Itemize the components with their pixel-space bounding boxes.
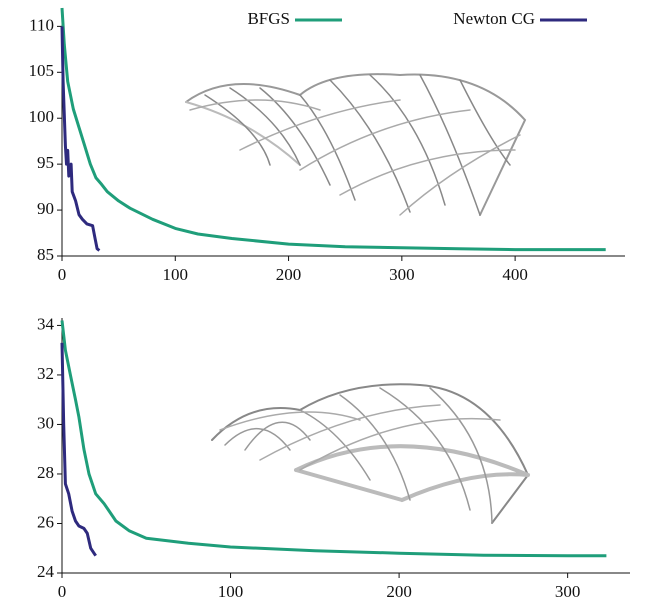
gridshell-illustration-top: [185, 73, 527, 216]
x-tick-label: 300: [555, 582, 581, 601]
series-line: [60, 342, 97, 557]
gridshell-illustration-bottom: [211, 383, 530, 524]
y-tick-label: 105: [29, 61, 55, 80]
y-tick-label: 24: [37, 562, 55, 581]
x-tick-label: 100: [163, 265, 189, 284]
series-line: [60, 320, 607, 558]
x-tick-label: 0: [58, 265, 67, 284]
legend-label: BFGS: [247, 9, 290, 28]
x-tick-label: 200: [276, 265, 302, 284]
y-tick-label: 95: [37, 153, 54, 172]
x-tick-label: 100: [218, 582, 244, 601]
x-tick-label: 200: [386, 582, 412, 601]
y-tick-label: 34: [37, 314, 55, 333]
y-tick-label: 100: [29, 107, 55, 126]
y-tick-label: 90: [37, 199, 54, 218]
y-tick-label: 32: [37, 364, 54, 383]
x-tick-label: 300: [389, 265, 415, 284]
y-tick-label: 26: [37, 512, 54, 531]
y-tick-label: 30: [37, 413, 54, 432]
series-line: [60, 26, 101, 252]
y-tick-label: 110: [29, 15, 54, 34]
x-tick-label: 400: [502, 265, 528, 284]
x-tick-label: 0: [58, 582, 67, 601]
series-line: [60, 7, 606, 252]
y-tick-label: 28: [37, 463, 54, 482]
y-tick-label: 85: [37, 245, 54, 264]
legend-label: Newton CG: [453, 9, 535, 28]
